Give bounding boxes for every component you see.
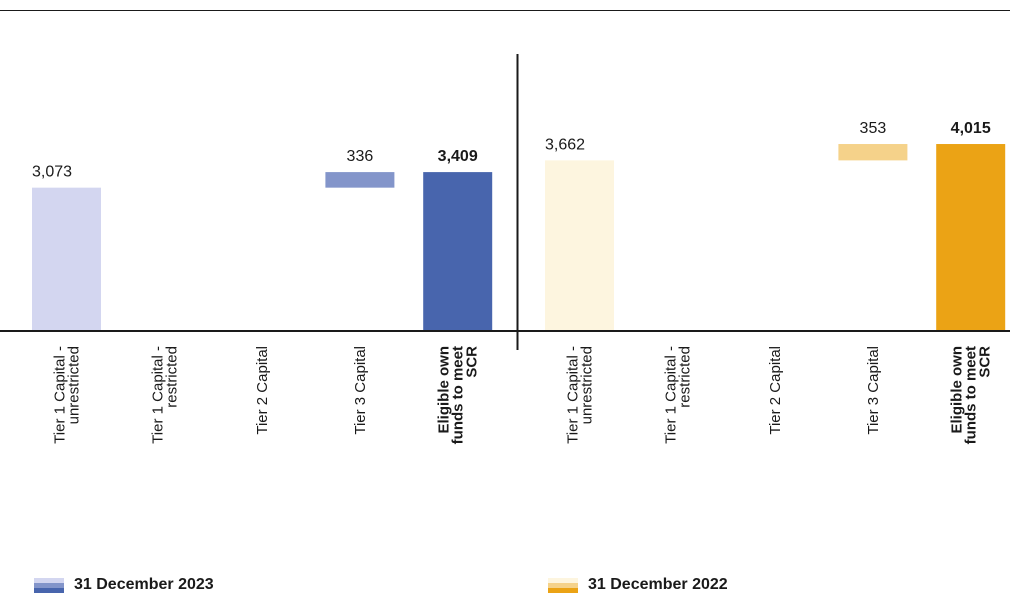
data-label-2023-5: 3,409 (438, 148, 478, 165)
bar-2022-4 (838, 144, 908, 161)
legend-swatch-2022 (548, 577, 578, 593)
bar-2022-5 (936, 144, 1006, 330)
data-label-2023-4: 336 (347, 148, 374, 165)
category-label-2022-2: Tier 1 Capital -restricted (662, 346, 693, 444)
bar-2023-4 (325, 172, 395, 188)
category-label-2023-3: Tier 2 Capital (254, 346, 271, 435)
legend-item-2022: 31 December 2022 (548, 576, 728, 594)
category-label-2022-5: Eligible ownfunds to meetSCR (949, 346, 994, 445)
category-label-2023-5: Eligible ownfunds to meetSCR (436, 346, 481, 445)
bar-2023-5 (423, 172, 493, 330)
data-label-2022-1: 3,662 (545, 136, 585, 153)
legend-label-2022: 31 December 2022 (588, 576, 728, 593)
bar-2023-1 (32, 187, 101, 330)
category-label-2023-2: Tier 1 Capital -restricted (149, 346, 180, 444)
bar-2022-1 (545, 160, 614, 330)
category-label-2023-4: Tier 3 Capital (352, 346, 369, 435)
data-label-2022-5: 4,015 (951, 120, 991, 137)
data-label-2022-4: 353 (860, 120, 887, 137)
data-label-2023-1: 3,073 (32, 164, 72, 181)
category-label-2022-1: Tier 1 Capital -unrestricted (565, 346, 596, 444)
legend-item-2023: 31 December 2023 (34, 576, 214, 594)
category-label-2023-1: Tier 1 Capital -unrestricted (52, 346, 83, 444)
legend-swatch-2023 (34, 577, 64, 593)
category-label-2022-3: Tier 2 Capital (767, 346, 784, 435)
legend-label-2023: 31 December 2023 (74, 576, 214, 593)
category-label-2022-4: Tier 3 Capital (865, 346, 882, 435)
